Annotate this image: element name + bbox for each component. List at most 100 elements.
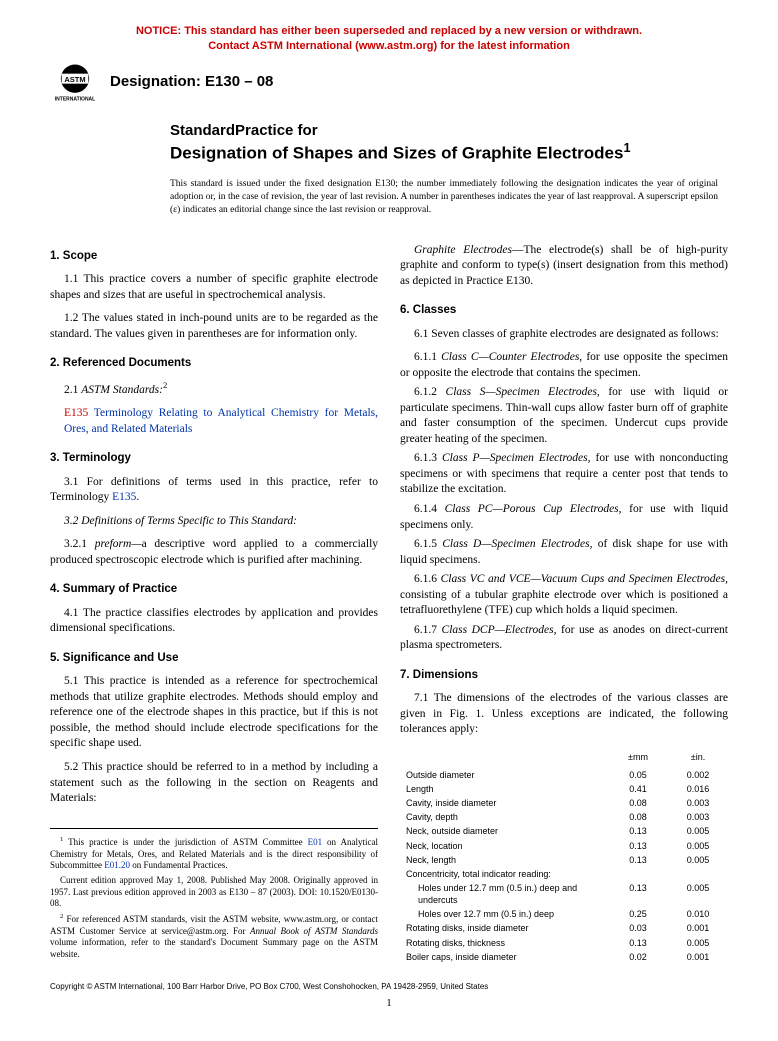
class-item-name: Class VC and VCE—Vacuum Cups and Specime… xyxy=(441,573,728,585)
sec-1-p1: 1.1 This practice covers a number of spe… xyxy=(50,272,378,303)
sec-2-ref: E135 Terminology Relating to Analytical … xyxy=(50,406,378,437)
left-column: 1. Scope 1.1 This practice covers a numb… xyxy=(50,239,378,964)
sec-6-p1: 6.1 Seven classes of graphite electrodes… xyxy=(400,327,728,343)
ref-e135-id[interactable]: E135 xyxy=(64,407,88,419)
sec-5-p1: 5.1 This practice is intended as a refer… xyxy=(50,674,378,752)
notice-banner: NOTICE: This standard has either been su… xyxy=(50,24,728,54)
class-item-name: Class P—Specimen Electrodes, xyxy=(442,452,591,464)
tol-label: Holes under 12.7 mm (0.5 in.) deep and u… xyxy=(400,882,608,906)
class-item-name: Class C—Counter Electrodes, xyxy=(441,351,582,363)
tol-label: Neck, location xyxy=(400,840,608,852)
sec-2-p1: 2.1 ASTM Standards:2 xyxy=(50,380,378,398)
class-item: 6.1.3 Class P—Specimen Electrodes, for u… xyxy=(400,451,728,498)
footnote-1b: Current edition approved May 1, 2008. Pu… xyxy=(50,875,378,910)
tol-mm: 0.02 xyxy=(608,951,668,963)
tol-mm: 0.03 xyxy=(608,922,668,934)
designation: Designation: E130 – 08 xyxy=(110,73,273,90)
footnote-1a: 1 This practice is under the jurisdictio… xyxy=(50,836,378,872)
class-item: 6.1.2 Class S—Specimen Electrodes, for u… xyxy=(400,385,728,447)
tol-mm: 0.13 xyxy=(608,937,668,949)
tol-in: 0.005 xyxy=(668,825,728,837)
tolerance-row: Concentricity, total indicator reading: xyxy=(400,867,728,881)
sec-3-p1: 3.1 For definitions of terms used in thi… xyxy=(50,475,378,506)
class-item-name: Class PC—Porous Cup Electrodes, xyxy=(445,503,622,515)
sec-3-p3-a: 3.2.1 xyxy=(64,538,95,550)
tolerance-row: Cavity, depth0.080.003 xyxy=(400,810,728,824)
title-main: Designation of Shapes and Sizes of Graph… xyxy=(170,140,718,164)
tol-label: Boiler caps, inside diameter xyxy=(400,951,608,963)
tol-in: 0.005 xyxy=(668,937,728,949)
tol-in: 0.003 xyxy=(668,811,728,823)
tol-in: 0.001 xyxy=(668,951,728,963)
sec-2-p1-ital: ASTM Standards: xyxy=(81,384,163,396)
fn1-link1[interactable]: E01 xyxy=(308,837,323,847)
copyright: Copyright © ASTM International, 100 Barr… xyxy=(50,982,728,991)
sec-5-p2: 5.2 This practice should be referred to … xyxy=(50,760,378,807)
right-column: Graphite Electrodes—The electrode(s) sha… xyxy=(400,239,728,964)
tol-in: 0.005 xyxy=(668,882,728,906)
tol-label: Cavity, depth xyxy=(400,811,608,823)
tol-in xyxy=(668,868,728,880)
class-item-num: 6.1.7 xyxy=(414,624,442,636)
sec-3-p2: 3.2 Definitions of Terms Specific to Thi… xyxy=(50,514,378,530)
class-item-num: 6.1.1 xyxy=(414,351,441,363)
tolerance-row: Neck, outside diameter0.130.005 xyxy=(400,824,728,838)
sec-7-head: 7. Dimensions xyxy=(400,668,728,684)
tol-head-in: ±in. xyxy=(668,751,728,763)
sec-6-head: 6. Classes xyxy=(400,303,728,319)
tol-in: 0.005 xyxy=(668,840,728,852)
fn1-c: on Fundamental Practices. xyxy=(130,860,227,870)
fn2-b: volume information, refer to the standar… xyxy=(50,937,378,959)
tolerance-row: Neck, length0.130.005 xyxy=(400,853,728,867)
class-item-num: 6.1.2 xyxy=(414,386,446,398)
tolerance-table: ±mm ±in. Outside diameter0.050.002Length… xyxy=(400,750,728,964)
footnotes: 1 This practice is under the jurisdictio… xyxy=(50,828,378,964)
title-sup: 1 xyxy=(623,140,630,155)
sec-2-p1-sup: 2 xyxy=(163,380,167,390)
class-item-name: Class DCP—Electrodes, xyxy=(442,624,557,636)
tol-label: Outside diameter xyxy=(400,769,608,781)
class-item-num: 6.1.6 xyxy=(414,573,441,585)
title-pre: StandardPractice for xyxy=(170,122,718,141)
right-lead-ital: Graphite Electrodes xyxy=(414,244,512,256)
tol-mm: 0.13 xyxy=(608,825,668,837)
class-item-num: 6.1.3 xyxy=(414,452,442,464)
tol-label: Neck, length xyxy=(400,854,608,866)
title-block: StandardPractice for Designation of Shap… xyxy=(170,122,718,217)
tolerance-row: Length0.410.016 xyxy=(400,782,728,796)
notice-line1: NOTICE: This standard has either been su… xyxy=(136,25,642,37)
class-item-rest: consisting of a tubular graphite electro… xyxy=(400,589,728,617)
sec-3-p1-link[interactable]: E135 xyxy=(112,491,136,503)
fn1-link2[interactable]: E01.20 xyxy=(104,860,130,870)
notice-line2: Contact ASTM International (www.astm.org… xyxy=(208,40,570,52)
fn2-ital: Annual Book of ASTM Standards xyxy=(250,926,378,936)
class-item: 6.1.5 Class D—Specimen Electrodes, of di… xyxy=(400,537,728,568)
svg-text:ASTM: ASTM xyxy=(64,75,85,84)
class-item-name: Class S—Specimen Electrodes, xyxy=(446,386,600,398)
class-item-name: Class D—Specimen Electrodes, xyxy=(442,538,592,550)
tol-in: 0.001 xyxy=(668,922,728,934)
tol-mm xyxy=(608,868,668,880)
tol-in: 0.003 xyxy=(668,797,728,809)
sec-5-head: 5. Significance and Use xyxy=(50,651,378,667)
sec-3-p1-a: 3.1 For definitions of terms used in thi… xyxy=(50,476,378,504)
sec-3-head: 3. Terminology xyxy=(50,451,378,467)
tol-label: Neck, outside diameter xyxy=(400,825,608,837)
footnote-2: 2 For referenced ASTM standards, visit t… xyxy=(50,913,378,961)
ref-e135-text[interactable]: Terminology Relating to Analytical Chemi… xyxy=(64,407,378,435)
sec-1-p2: 1.2 The values stated in inch-pound unit… xyxy=(50,311,378,342)
sec-3-p1-b: . xyxy=(136,491,139,503)
tol-mm: 0.25 xyxy=(608,908,668,920)
fn1-a: This practice is under the jurisdiction … xyxy=(63,837,307,847)
tol-label: Holes over 12.7 mm (0.5 in.) deep xyxy=(400,908,608,920)
class-item: 6.1.6 Class VC and VCE—Vacuum Cups and S… xyxy=(400,572,728,619)
tolerance-row: Holes over 12.7 mm (0.5 in.) deep0.250.0… xyxy=(400,907,728,921)
tol-mm: 0.13 xyxy=(608,854,668,866)
logo-subtext: INTERNATIONAL xyxy=(55,96,95,102)
sec-7-p1: 7.1 The dimensions of the electrodes of … xyxy=(400,691,728,738)
tolerance-row: Rotating disks, inside diameter0.030.001 xyxy=(400,921,728,935)
tol-in: 0.002 xyxy=(668,769,728,781)
class-item-num: 6.1.5 xyxy=(414,538,442,550)
tol-in: 0.010 xyxy=(668,908,728,920)
tolerance-row: Boiler caps, inside diameter0.020.001 xyxy=(400,950,728,964)
